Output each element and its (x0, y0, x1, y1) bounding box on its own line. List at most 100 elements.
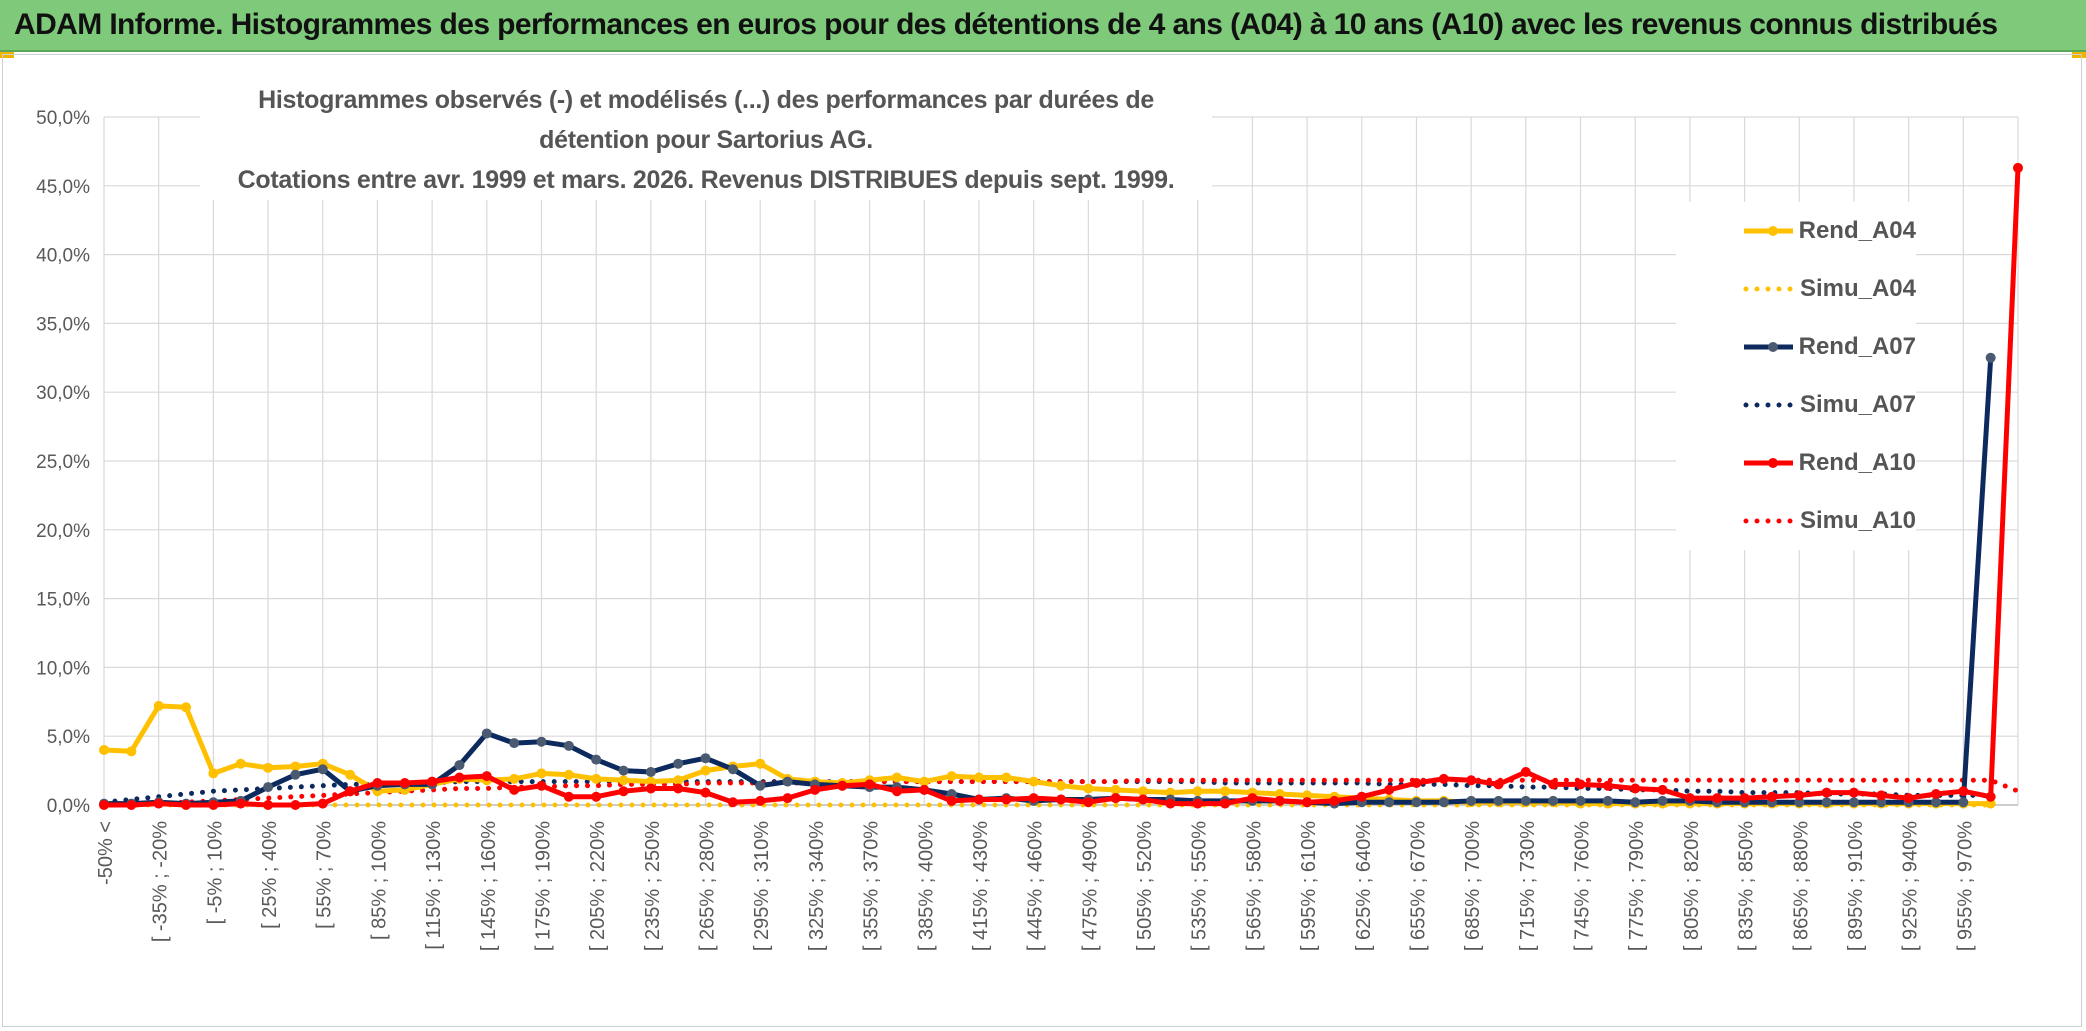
legend-swatch (1743, 286, 1794, 292)
data-point-rend-a10 (181, 800, 192, 810)
data-point-rend-a04 (755, 758, 766, 769)
legend-label: Simu_A07 (1799, 391, 1916, 418)
data-point-rend-a04 (1985, 798, 1996, 809)
data-point-rend-a04 (563, 769, 574, 780)
chart-frame (2, 54, 2082, 1027)
chart-title-block: Histogrammes observés (-) et modélisés (… (200, 80, 1212, 200)
data-point-rend-a07 (317, 764, 328, 775)
data-point-rend-a04 (591, 773, 602, 784)
data-point-rend-a10 (1493, 779, 1504, 790)
data-point-rend-a07 (700, 753, 711, 764)
data-point-rend-a10 (1657, 784, 1668, 795)
data-point-rend-a10 (317, 798, 328, 809)
data-point-rend-a10 (1794, 790, 1805, 801)
legend-item-simu-a04: Simu_A04 (1676, 260, 1916, 318)
data-point-rend-a04 (181, 702, 192, 713)
data-point-rend-a07 (1876, 797, 1887, 808)
legend-item-simu-a10: Simu_A10 (1676, 492, 1916, 550)
data-point-rend-a10 (864, 779, 875, 790)
data-point-rend-a10 (1739, 793, 1750, 804)
data-point-rend-a04 (1274, 788, 1285, 799)
data-point-rend-a07 (591, 754, 602, 765)
x-tick-label: [ 775% ; 790% (1626, 821, 1648, 951)
x-tick-label: [ 715% ; 730% (1517, 821, 1539, 951)
x-tick-label: [ 415% ; 430% (970, 821, 992, 951)
x-tick-label: [ 175% ; 190% (532, 821, 554, 951)
x-tick-label: [ 895% ; 910% (1845, 821, 1867, 951)
legend-swatch (1744, 458, 1793, 468)
data-point-rend-a10 (1302, 797, 1313, 808)
data-point-rend-a07 (755, 780, 766, 791)
data-point-rend-a04 (645, 776, 656, 787)
data-point-rend-a10 (1001, 794, 1012, 805)
x-tick-label: [ 805% ; 820% (1681, 821, 1703, 951)
x-tick-label: [ 145% ; 160% (478, 821, 500, 951)
x-tick-label: [ 835% ; 850% (1736, 821, 1758, 951)
data-point-rend-a04 (1001, 772, 1012, 783)
data-point-rend-a04 (235, 758, 246, 769)
data-point-rend-a04 (1083, 783, 1094, 794)
data-point-rend-a10 (1985, 791, 1996, 802)
data-point-rend-a04 (618, 775, 629, 786)
data-point-rend-a10 (1220, 798, 1231, 809)
data-point-rend-a04 (891, 772, 902, 783)
data-point-rend-a07 (645, 766, 656, 777)
series-lines (99, 162, 2023, 810)
data-point-rend-a10 (563, 791, 574, 802)
data-point-rend-a07 (1930, 797, 1941, 808)
data-point-rend-a04 (1220, 786, 1231, 797)
data-point-rend-a04 (946, 771, 957, 782)
data-point-rend-a10 (1165, 798, 1176, 809)
data-point-rend-a04 (700, 765, 711, 776)
data-point-rend-a10 (153, 798, 164, 809)
data-point-rend-a10 (1466, 775, 1477, 786)
data-point-rend-a10 (1110, 793, 1121, 804)
data-point-rend-a10 (1602, 780, 1613, 791)
data-point-rend-a10 (372, 777, 383, 788)
data-point-rend-a10 (1247, 793, 1258, 804)
data-point-rend-a10 (1083, 797, 1094, 808)
x-tick-label: [ 115% ; 130% (423, 821, 445, 950)
data-point-rend-a10 (1520, 766, 1531, 777)
y-tick-label: 15,0% (36, 590, 90, 611)
data-point-rend-a04 (536, 768, 547, 779)
legend-label: Rend_A07 (1798, 333, 1916, 360)
data-point-rend-a10 (1411, 777, 1422, 788)
corner-mark-top-right (2072, 52, 2086, 58)
data-point-rend-a10 (481, 771, 492, 782)
data-point-rend-a07 (673, 758, 684, 769)
x-tick-label: [ 685% ; 700% (1462, 821, 1484, 951)
data-point-rend-a10 (1438, 773, 1449, 784)
data-point-rend-a10 (946, 795, 957, 806)
data-point-rend-a07 (1384, 797, 1395, 808)
data-point-rend-a04 (1138, 786, 1149, 797)
x-tick-label: [ 55% ; 70% (314, 821, 336, 929)
data-point-rend-a10 (1028, 793, 1039, 804)
data-point-rend-a10 (399, 777, 410, 788)
data-point-rend-a10 (727, 797, 738, 808)
data-point-rend-a10 (782, 793, 793, 804)
data-point-rend-a07 (481, 728, 492, 739)
x-tick-label: [ 445% ; 460% (1025, 821, 1047, 951)
legend-item-rend-a10: Rend_A10 (1676, 434, 1916, 492)
data-point-rend-a10 (1684, 793, 1695, 804)
data-point-rend-a10 (2013, 162, 2023, 173)
data-point-rend-a07 (946, 788, 957, 799)
data-point-rend-a07 (1848, 797, 1859, 808)
data-point-rend-a07 (454, 760, 465, 771)
series-line-rend-a04 (103, 703, 1991, 807)
data-point-rend-a10 (1274, 795, 1285, 806)
data-point-rend-a04 (919, 776, 930, 787)
data-point-rend-a10 (509, 784, 520, 795)
data-point-rend-a10 (837, 780, 848, 791)
data-point-rend-a04 (1192, 786, 1203, 797)
data-point-rend-a07 (1958, 797, 1969, 808)
data-point-rend-a07 (1602, 795, 1613, 806)
x-tick-label: [ 565% ; 580% (1243, 821, 1265, 951)
data-point-rend-a10 (427, 776, 438, 787)
data-point-rend-a10 (755, 795, 766, 806)
data-point-rend-a10 (536, 780, 547, 791)
y-tick-label: 0,0% (47, 796, 90, 817)
data-point-rend-a07 (563, 740, 574, 751)
data-point-rend-a07 (509, 738, 520, 749)
